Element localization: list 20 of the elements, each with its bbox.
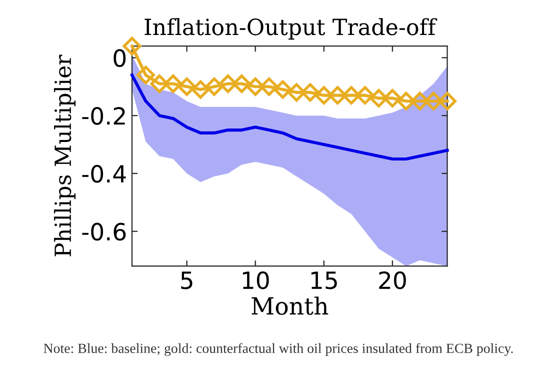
x-axis-title: Month — [252, 296, 328, 315]
y-tick-label: -0.6 — [82, 222, 126, 241]
x-tick-label: 10 — [242, 271, 269, 290]
point — [438, 92, 457, 110]
x-tick-label: 20 — [379, 271, 406, 290]
chart-title: Inflation-Output Trade-off — [144, 18, 438, 40]
point — [274, 80, 292, 99]
text: Note: Blue: baseline; gold: counterfactual with oil prices insulated from ECB policy. — [44, 343, 513, 356]
line-series — [130, 74, 449, 161]
y-axis-title: Phillips Multiplier — [54, 54, 76, 256]
x-tick-label: 15 — [311, 272, 337, 290]
x-tick-label: 5 — [181, 272, 192, 290]
point — [205, 77, 224, 96]
point — [369, 88, 388, 108]
point — [178, 77, 196, 96]
y-tick-label: -0.4 — [82, 164, 126, 183]
y-tick-label: -0.2 — [82, 107, 125, 125]
y-tick-label: 0 — [114, 49, 126, 67]
point — [191, 80, 210, 99]
point — [136, 66, 155, 84]
